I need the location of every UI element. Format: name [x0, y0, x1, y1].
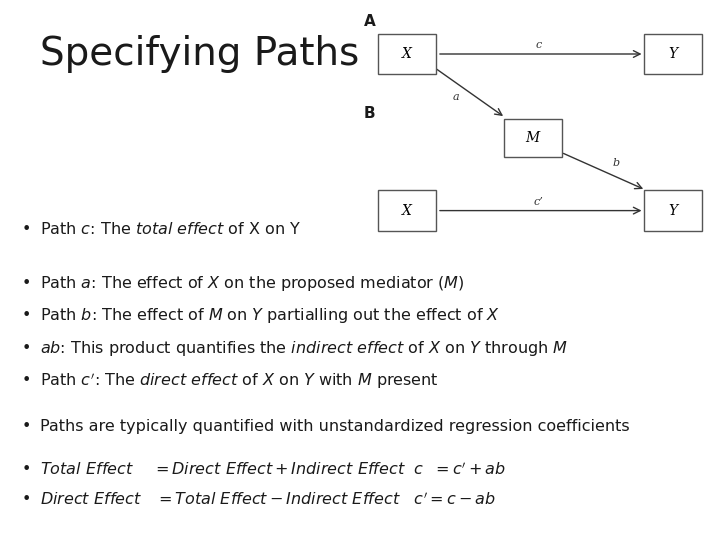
Text: B: B	[364, 106, 375, 121]
Text: •: •	[22, 419, 31, 434]
Text: •: •	[22, 308, 31, 323]
Text: Path $a$: The effect of $X$ on the proposed mediator ($M$): Path $a$: The effect of $X$ on the propo…	[40, 274, 464, 293]
Text: M: M	[526, 131, 540, 145]
FancyBboxPatch shape	[644, 191, 702, 231]
FancyBboxPatch shape	[378, 191, 436, 231]
Text: Y: Y	[669, 204, 678, 218]
Text: •: •	[22, 373, 31, 388]
Text: •: •	[22, 462, 31, 477]
Text: Y: Y	[669, 47, 678, 61]
Text: •: •	[22, 276, 31, 291]
Text: $\it{Total\ Effect}$    $= Direct\ Effect + Indirect\ Effect$  $c$  $= c' + ab$: $\it{Total\ Effect}$ $= Direct\ Effect +…	[40, 461, 505, 478]
Text: $ab$: This product quantifies the $\it{indirect\ effect}$ of $X$ on $Y$ through : $ab$: This product quantifies the $\it{i…	[40, 339, 567, 358]
Text: Path $c$: The $\it{total\ effect}$ of X on Y: Path $c$: The $\it{total\ effect}$ of X …	[40, 221, 301, 238]
Text: c’: c’	[534, 197, 544, 207]
Text: Path $b$: The effect of $M$ on $Y$ partialling out the effect of $X$: Path $b$: The effect of $M$ on $Y$ parti…	[40, 306, 500, 326]
Text: Specifying Paths: Specifying Paths	[40, 35, 359, 73]
Text: X: X	[402, 204, 412, 218]
Text: a: a	[452, 92, 459, 102]
Text: $\it{Direct\ Effect}$   $= Total\ Effect - Indirect\ Effect$   $c' = c - ab$: $\it{Direct\ Effect}$ $= Total\ Effect -…	[40, 491, 495, 508]
Text: •: •	[22, 341, 31, 356]
Text: c: c	[536, 40, 541, 50]
FancyBboxPatch shape	[644, 33, 702, 74]
Text: •: •	[22, 492, 31, 507]
FancyBboxPatch shape	[504, 119, 562, 157]
Text: Paths are typically quantified with unstandardized regression coefficients: Paths are typically quantified with unst…	[40, 419, 629, 434]
FancyBboxPatch shape	[378, 33, 436, 74]
Text: b: b	[613, 158, 620, 168]
Text: A: A	[364, 14, 375, 29]
Text: X: X	[402, 47, 412, 61]
Text: Path $c'$: The $\it{direct\ effect}$ of $X$ on $Y$ with $M$ present: Path $c'$: The $\it{direct\ effect}$ of …	[40, 370, 438, 391]
Text: •: •	[22, 222, 31, 237]
